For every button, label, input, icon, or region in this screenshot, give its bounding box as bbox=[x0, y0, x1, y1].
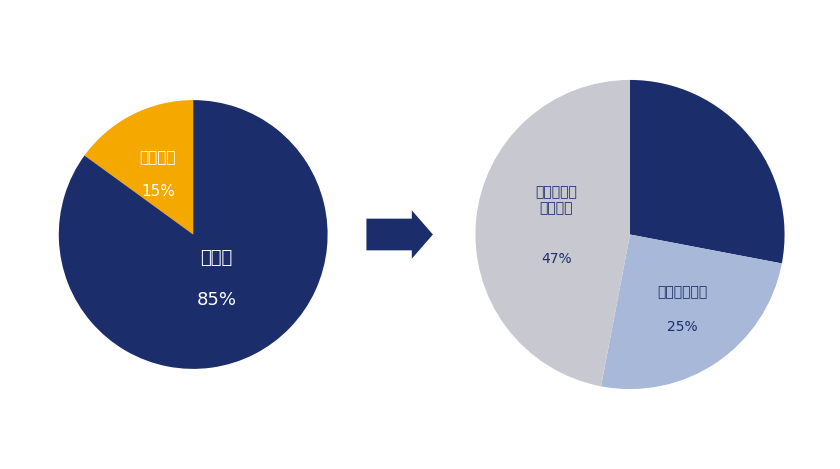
Text: 15%: 15% bbox=[141, 184, 175, 199]
Text: 進まなかった: 進まなかった bbox=[657, 285, 707, 299]
Text: あった: あった bbox=[200, 249, 233, 266]
FancyArrow shape bbox=[365, 208, 434, 262]
Wedge shape bbox=[475, 80, 630, 386]
Wedge shape bbox=[85, 100, 193, 234]
Text: 28%: 28% bbox=[685, 185, 718, 200]
Text: 85%: 85% bbox=[197, 291, 236, 309]
Wedge shape bbox=[59, 100, 328, 369]
Text: 47%: 47% bbox=[541, 252, 571, 266]
Text: なかった: なかった bbox=[139, 150, 176, 165]
Wedge shape bbox=[630, 80, 785, 264]
Text: どちらとも
言えない: どちらとも 言えない bbox=[535, 185, 577, 215]
Wedge shape bbox=[601, 234, 782, 389]
Text: 進んだ: 進んだ bbox=[688, 148, 715, 163]
Text: 25%: 25% bbox=[667, 320, 697, 334]
